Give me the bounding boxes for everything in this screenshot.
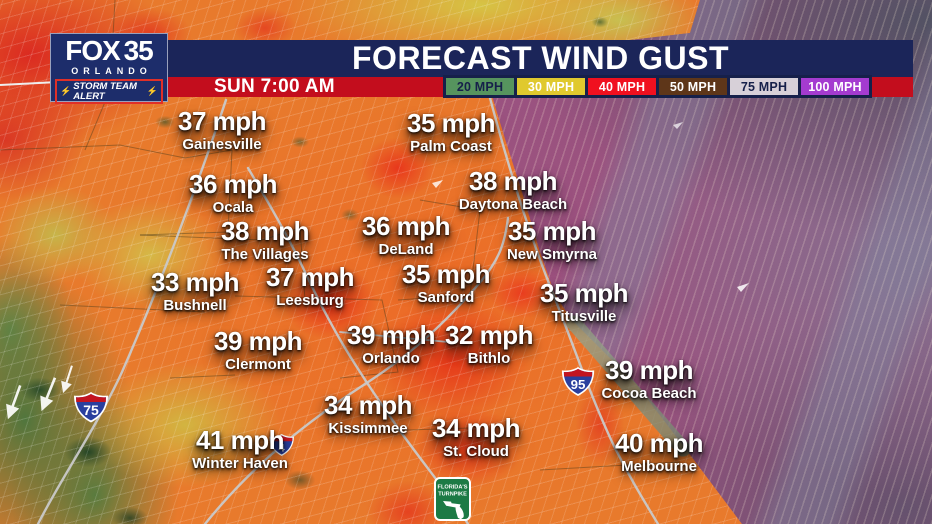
highway-lines: [36, 96, 660, 524]
storm-team-alert-text: STORM TEAM ALERT: [73, 81, 137, 102]
legend-item: 40 MPH: [588, 78, 656, 95]
streamline-arrowheads: [432, 122, 749, 292]
legend-item: 100 MPH: [801, 78, 869, 95]
orlando-expressway: [339, 331, 449, 343]
i95-shield-icon: 95: [561, 367, 595, 396]
i75-road: [36, 98, 228, 524]
wind-barb-arrows: [6, 365, 73, 420]
turnpike-shield-icon: FLORIDA'S TURNPIKE: [434, 477, 471, 521]
legend-item: 20 MPH: [446, 78, 514, 95]
lightning-bolt-icon: ⚡: [60, 86, 72, 96]
svg-text:75: 75: [83, 402, 99, 418]
fox35-city-text: ORLANDO: [71, 66, 152, 76]
turnpike-road: [246, 166, 470, 524]
svg-text:FLORIDA'S: FLORIDA'S: [438, 485, 468, 491]
i75-shield-icon: 75: [74, 392, 108, 423]
fox35-brand-text: FOX 35: [65, 35, 153, 66]
i4-road: [203, 216, 510, 524]
svg-text:95: 95: [571, 377, 586, 392]
graphic-title: FORECAST WIND GUST: [352, 40, 729, 76]
svg-text:4: 4: [279, 442, 285, 454]
i95-road: [488, 96, 660, 524]
florida-silhouette-icon: [443, 501, 464, 520]
fox35-logo: FOX 35 ORLANDO ⚡ STORM TEAM ALERT ⚡: [50, 33, 168, 104]
svg-text:TURNPIKE: TURNPIKE: [438, 492, 467, 498]
forecast-timestamp: SUN 7:00 AM: [214, 76, 335, 97]
wind-speed-legend: 20 MPH 30 MPH 40 MPH 50 MPH 75 MPH 100 MPH: [443, 75, 872, 98]
header-title-bar: FORECAST WIND GUST: [168, 40, 913, 77]
lightning-bolt-icon: ⚡: [146, 86, 158, 96]
legend-item: 50 MPH: [659, 78, 727, 95]
storm-team-alert-badge: ⚡ STORM TEAM ALERT ⚡: [55, 79, 163, 104]
legend-item: 30 MPH: [517, 78, 585, 95]
legend-item: 75 MPH: [730, 78, 798, 95]
local-road: [0, 81, 59, 86]
i4-shield-icon: 4: [269, 434, 294, 456]
